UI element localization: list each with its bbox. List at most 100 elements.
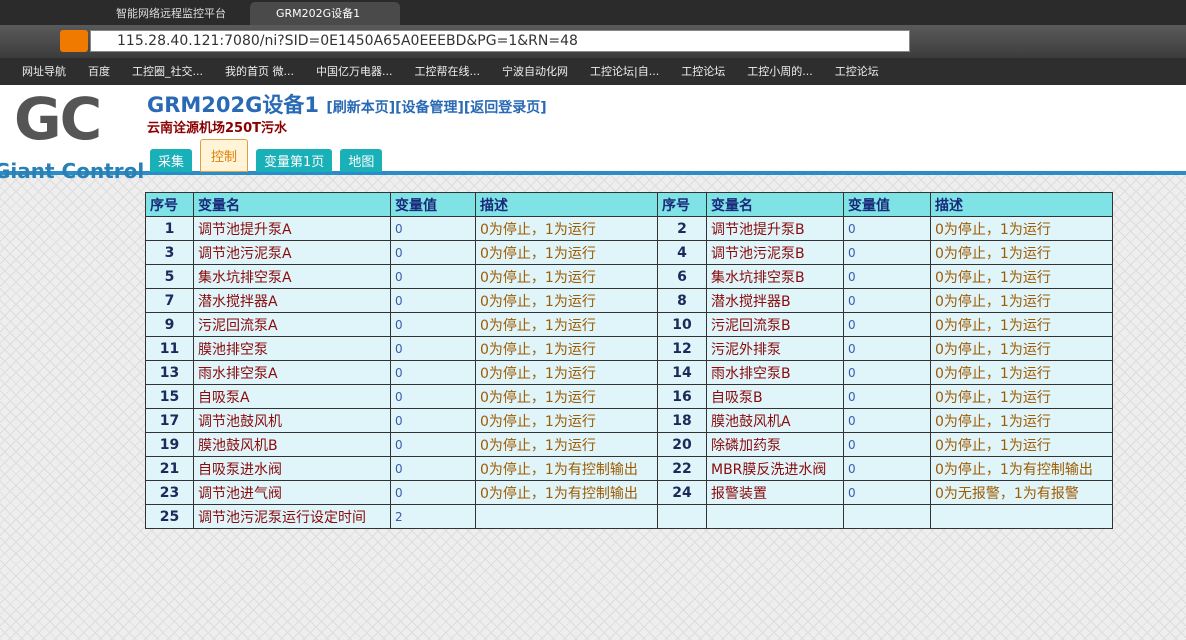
table-row: 17 调节池鼓风机 0 0为停止，1为运行 18 膜池鼓风机A 0 0为停止，1为运行 xyxy=(145,408,1113,433)
subtitle: 云南诠源机场250T污水 xyxy=(147,121,288,136)
table-cell: MBR膜反洗进水阀 xyxy=(706,456,844,481)
header-link[interactable]: [设备管理] xyxy=(395,100,464,116)
table-cell: 17 xyxy=(145,408,194,433)
table-cell: 污泥回流泵B xyxy=(706,312,844,337)
table-cell: 雨水排空泵B xyxy=(706,360,844,385)
column-header: 序号 xyxy=(657,192,707,217)
table-cell: 0 xyxy=(843,312,931,337)
nav-tab[interactable]: 地图 xyxy=(340,149,383,172)
bookmark[interactable]: 工控帮在线... xyxy=(414,65,481,78)
title-text: GRM202G设备1 xyxy=(147,93,319,117)
table-cell: 20 xyxy=(657,432,707,457)
table-cell: 污泥回流泵A xyxy=(193,312,391,337)
table-row: 21 自吸泵进水阀 0 0为停止，1为有控制输出 22 MBR膜反洗进水阀 0 0为停止，1为… xyxy=(145,456,1113,481)
table-cell: 22 xyxy=(657,456,707,481)
table-cell: 1 xyxy=(145,216,194,241)
nav-tab[interactable]: 控制 xyxy=(200,139,249,172)
table-cell: 0为停止，1为运行 xyxy=(930,360,1113,385)
table-row: 3 调节池污泥泵A 0 0为停止，1为运行 4 调节池污泥泵B 0 0为停止，1为运行 xyxy=(145,240,1113,265)
bookmarks-bar: 网址导航 百度 工控圈_社交... 我的首页 微... 中国亿万电器... 工控帮在线..… xyxy=(0,58,1186,85)
table-cell: 23 xyxy=(145,480,194,505)
table-cell: 8 xyxy=(657,288,707,313)
table-cell: 24 xyxy=(657,480,707,505)
bookmark[interactable]: 工控论坛 xyxy=(834,65,879,78)
table-cell: 14 xyxy=(657,360,707,385)
table-cell: 0 xyxy=(843,360,931,385)
bookmark[interactable]: 宁波自动化网 xyxy=(502,65,568,78)
bookmark[interactable]: 我的首页 微... xyxy=(225,65,294,78)
table-cell: 调节池污泥泵A xyxy=(193,240,391,265)
table-cell: 污泥外排泵 xyxy=(706,336,844,361)
table-cell: 0 xyxy=(843,336,931,361)
table-cell: 0 xyxy=(390,288,476,313)
variable-table: 序号 变量名 变量值 描述 序号 变量名 变量值 描述 1 调节池提升泵A 0 0为停止，1为运行 2 调… xyxy=(145,192,1113,529)
table-cell: 15 xyxy=(145,384,194,409)
bookmark[interactable]: 工控论坛 xyxy=(681,65,726,78)
tab-bar: 智能网络远程监控平台 GRM202G设备1 xyxy=(0,0,1186,25)
table-cell: 自吸泵B xyxy=(706,384,844,409)
table-cell: 0 xyxy=(390,360,476,385)
url-box[interactable]: 115.28.40.121:7080/ni?SID=0E1450A65A0EEE… xyxy=(90,30,910,52)
table-cell: 11 xyxy=(145,336,194,361)
table-cell: 调节池鼓风机 xyxy=(193,408,391,433)
table-cell: 0为停止，1为运行 xyxy=(930,312,1113,337)
table-cell: 0为停止，1为运行 xyxy=(475,240,658,265)
table-cell: 0 xyxy=(843,432,931,457)
nav-tab[interactable]: 变量第1页 xyxy=(256,149,333,172)
table-cell: 0为停止，1为运行 xyxy=(930,408,1113,433)
table-cell: 膜池鼓风机A xyxy=(706,408,844,433)
links: [刷新本页][设备管理][返回登录页] xyxy=(326,93,546,117)
column-header: 变量名 xyxy=(193,192,391,217)
header-link[interactable]: [返回登录页] xyxy=(463,100,547,116)
browser-tab[interactable]: 智能网络远程监控平台 xyxy=(116,7,226,20)
table-cell: 0 xyxy=(390,432,476,457)
table-body: 1 调节池提升泵A 0 0为停止，1为运行 2 调节池提升泵B 0 0为停止，1为运行 3 调节池… xyxy=(145,216,1113,529)
bookmark[interactable]: 工控小周的... xyxy=(747,65,813,78)
header-link[interactable]: [刷新本页] xyxy=(326,100,396,116)
table-cell: 雨水排空泵A xyxy=(193,360,391,385)
table-cell: 0 xyxy=(390,480,476,505)
table-cell: 0为停止，1为运行 xyxy=(475,336,658,361)
page-header: GC Giant Control GRM202G设备1 [刷新本页][设备管理]… xyxy=(0,85,1186,183)
table-cell: 25 xyxy=(145,504,194,529)
table-cell: 0为停止，1为运行 xyxy=(930,264,1113,289)
table-cell: 调节池污泥泵B xyxy=(706,240,844,265)
table-cell: 9 xyxy=(145,312,194,337)
content: GC Giant Control GRM202G设备1 [刷新本页][设备管理]… xyxy=(0,85,1186,640)
table-cell: 0为停止，1为运行 xyxy=(930,432,1113,457)
bookmark[interactable]: 百度 xyxy=(88,65,110,78)
table-cell: 0 xyxy=(390,312,476,337)
bookmark[interactable]: 工控论坛|自... xyxy=(590,65,660,78)
empty-cell xyxy=(475,504,658,529)
empty-cell xyxy=(706,504,844,529)
table-cell: 0 xyxy=(390,408,476,433)
table-cell: 0为停止，1为运行 xyxy=(475,432,658,457)
table-cell: 0为停止，1为运行 xyxy=(475,312,658,337)
table-cell: 0为停止，1为运行 xyxy=(930,240,1113,265)
table-cell: 6 xyxy=(657,264,707,289)
table-cell: 除磷加药泵 xyxy=(706,432,844,457)
table-cell: 调节池提升泵A xyxy=(193,216,391,241)
back-button[interactable] xyxy=(60,30,88,52)
bookmark[interactable]: 网址导航 xyxy=(22,65,66,78)
table-cell: 调节池进气阀 xyxy=(193,480,391,505)
table-cell: 0为停止，1为运行 xyxy=(475,408,658,433)
table-row: 19 膜池鼓风机B 0 0为停止，1为运行 20 除磷加药泵 0 0为停止，1为运行 xyxy=(145,432,1113,457)
table-row: 9 污泥回流泵A 0 0为停止，1为运行 10 污泥回流泵B 0 0为停止，1为运行 xyxy=(145,312,1113,337)
column-header: 描述 xyxy=(475,192,658,217)
browser-tab[interactable]: GRM202G设备1 xyxy=(250,2,400,25)
table-cell: 0为停止，1为运行 xyxy=(930,336,1113,361)
bookmark[interactable]: 中国亿万电器... xyxy=(316,65,393,78)
column-header: 描述 xyxy=(930,192,1113,217)
address-bar: 115.28.40.121:7080/ni?SID=0E1450A65A0EEE… xyxy=(0,25,1186,58)
bookmark[interactable]: 工控圈_社交... xyxy=(132,65,203,78)
nav-tab[interactable]: 采集 xyxy=(150,149,193,172)
table-cell: 0 xyxy=(843,216,931,241)
table-cell: 0为停止，1为运行 xyxy=(475,216,658,241)
table-cell: 0为停止，1为运行 xyxy=(930,384,1113,409)
table-cell: 0为停止，1为有控制输出 xyxy=(930,456,1113,481)
table-cell: 0为停止，1为有控制输出 xyxy=(475,456,658,481)
empty-cell xyxy=(930,504,1113,529)
nav-tabs: 采集 控制 变量第1页 地图 xyxy=(150,139,390,172)
